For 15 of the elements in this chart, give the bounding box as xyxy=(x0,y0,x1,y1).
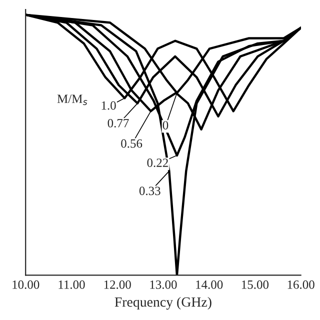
x-tick-label: 15.00 xyxy=(242,280,269,289)
legend-label: 0.77 xyxy=(108,118,129,128)
legend-label: 0 xyxy=(162,121,168,130)
x-tick-label: 16.00 xyxy=(288,280,314,289)
legend-label: 0.56 xyxy=(121,139,142,148)
legend-label: 0.22 xyxy=(147,158,168,168)
legend-label: 1.0 xyxy=(102,101,116,110)
x-tick-label: 10.00 xyxy=(12,280,40,289)
x-axis-title: Frequency (GHz) xyxy=(114,296,212,310)
x-tick-label: 12.00 xyxy=(104,280,131,289)
legend-title: M/M$_{s}$ xyxy=(57,94,88,106)
legend-label: 0.33 xyxy=(139,186,160,196)
x-tick-label: 14.00 xyxy=(196,280,223,289)
x-tick-label: 11.00 xyxy=(58,280,85,289)
x-tick-label: 13.00 xyxy=(150,280,177,289)
